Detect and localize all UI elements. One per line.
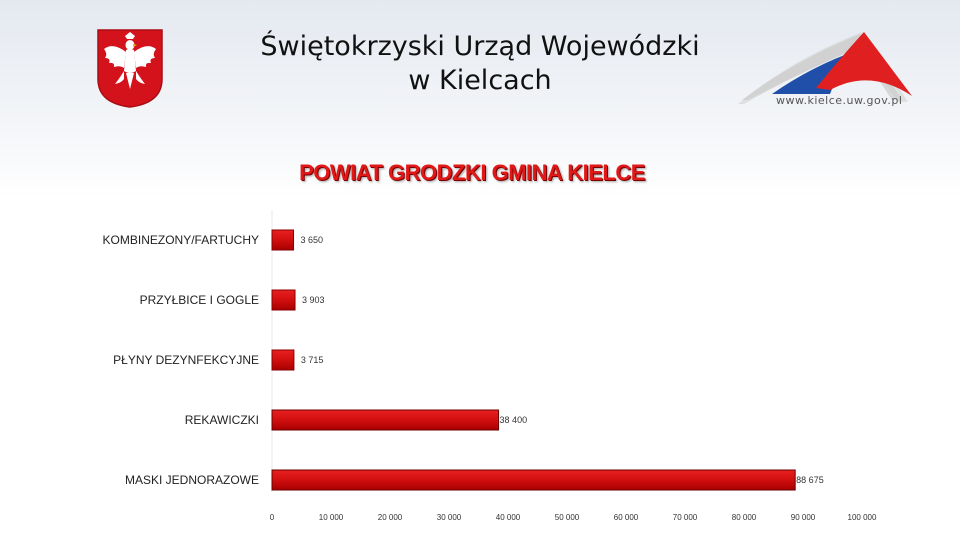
bar [271, 409, 500, 431]
header-title: Świętokrzyski Urząd Wojewódzki w Kielcac… [0, 30, 960, 98]
category-label: REKAWICZKI [185, 413, 259, 427]
x-tick-label: 10 000 [319, 513, 344, 522]
value-label: 3 903 [302, 295, 325, 305]
category-label: PŁYNY DEZYNFEKCYJNE [113, 353, 259, 367]
chart-title: POWIAT GRODZKI GMINA KIELCE [299, 160, 645, 185]
x-tick-label: 80 000 [732, 513, 757, 522]
header-title-line1: Świętokrzyski Urząd Wojewódzki [260, 31, 700, 62]
value-label: 3 715 [301, 355, 324, 365]
x-tick-label: 40 000 [496, 513, 521, 522]
header-title-line2: w Kielcach [408, 65, 552, 96]
bar [271, 349, 295, 371]
logo-url: www.kielce.uw.gov.pl [776, 94, 903, 107]
category-label: KOMBINEZONY/FARTUCHY [103, 233, 259, 247]
value-label: 88 675 [796, 475, 824, 485]
polish-eagle-emblem-icon [97, 29, 163, 108]
value-label: 3 650 [301, 235, 324, 245]
x-tick-label: 100 000 [848, 513, 877, 522]
bar [271, 289, 296, 311]
triangle-logo-icon [738, 32, 912, 104]
bar [271, 469, 796, 491]
x-tick-label: 30 000 [437, 513, 462, 522]
x-tick-label: 50 000 [555, 513, 580, 522]
value-label: 38 400 [500, 415, 528, 425]
x-tick-label: 0 [270, 513, 275, 522]
x-tick-label: 90 000 [791, 513, 816, 522]
x-tick-label: 70 000 [673, 513, 698, 522]
category-label: PRZYŁBICE I GOGLE [140, 293, 259, 307]
x-tick-label: 20 000 [378, 513, 403, 522]
x-tick-label: 60 000 [614, 513, 639, 522]
bar [271, 229, 295, 251]
category-label: MASKI JEDNORAZOWE [125, 473, 259, 487]
